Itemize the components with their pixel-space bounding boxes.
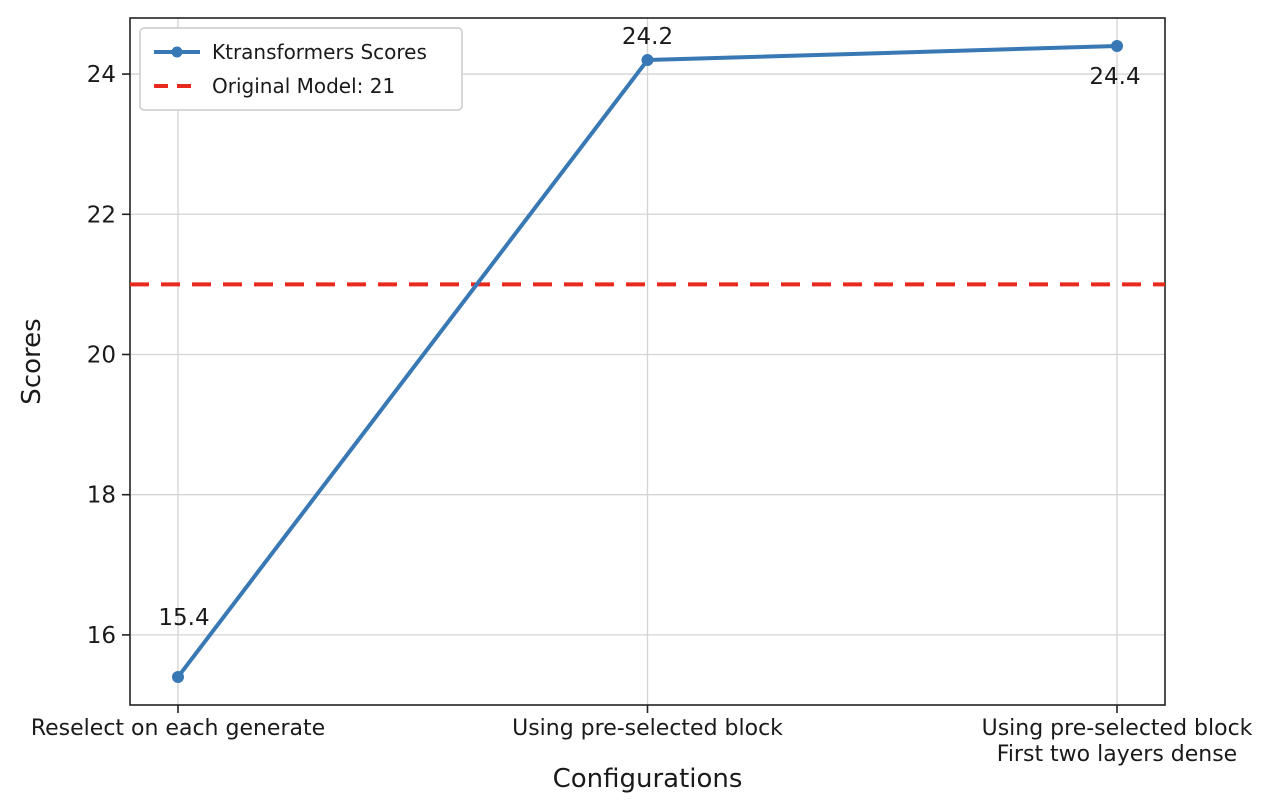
x-tick-label: Using pre-selected block First two layers… [982,716,1253,767]
x-axis-label: Configurations [553,764,743,794]
y-tick-label: 24 [87,62,116,88]
x-tick-label: Using pre-selected block [512,716,783,741]
legend-label: Ktransformers Scores [212,40,427,64]
y-tick-label: 20 [87,342,116,368]
point-annotation: 24.4 [1089,64,1140,90]
x-tick-label: Reselect on each generate [31,716,325,741]
point-annotation: 24.2 [622,24,673,50]
legend-box [139,27,463,111]
series-point [641,54,654,67]
series-point [172,670,184,683]
y-tick-label: 22 [87,202,116,228]
legend-label: Original Model: 21 [212,74,395,98]
legend-series-marker [171,46,183,58]
y-axis-label: Scores [17,318,47,404]
point-annotation: 15.4 [158,605,209,631]
y-tick-label: 18 [87,483,116,509]
y-tick-label: 16 [87,623,116,649]
series-point [1111,40,1123,53]
